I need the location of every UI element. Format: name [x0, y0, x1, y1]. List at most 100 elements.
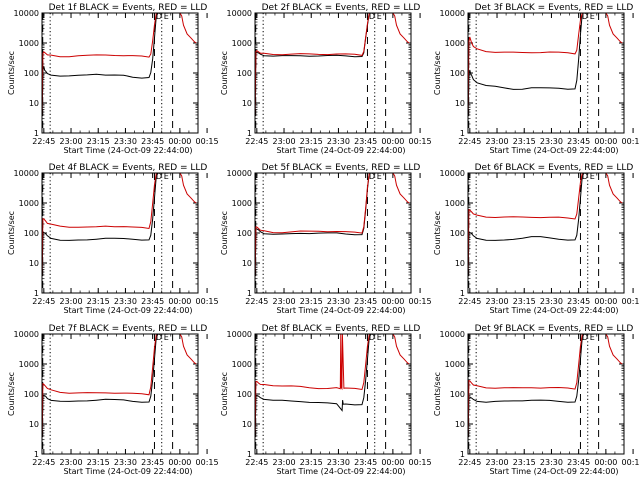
- y-tick-label: 10: [29, 420, 39, 429]
- chart-panel-6: Det 6f BLACK = Events, RED = LLD 1 10 100 10…: [433, 163, 640, 315]
- data-series-1: [42, 334, 159, 440]
- y-tick-label: 10: [242, 259, 252, 268]
- x-tick-label: 23:00: [59, 137, 82, 146]
- chart-title: Det 2f BLACK = Events, RED = LLD: [262, 3, 421, 13]
- x-tick-label: 00:00: [594, 137, 617, 146]
- data-series-3: [179, 334, 197, 365]
- x-tick-label: 22:45: [245, 137, 268, 146]
- y-axis-label: Counts/sec: [433, 51, 442, 95]
- data-series-3: [392, 334, 410, 365]
- chart-panel-1: Det 1f BLACK = Events, RED = LLD 1 10 100 10…: [7, 3, 219, 155]
- chart-title: Det 1f BLACK = Events, RED = LLD: [49, 3, 208, 13]
- y-tick-label: 1000: [19, 199, 39, 208]
- y-tick-label: 10000: [14, 9, 39, 18]
- x-axis-label: Start Time (24-Oct-09 22:44:00): [276, 146, 405, 155]
- data-series-2: [255, 334, 372, 440]
- x-tick-label: 23:45: [567, 297, 590, 306]
- x-tick-label: 23:15: [87, 137, 110, 146]
- y-tick-label: 10000: [440, 9, 465, 18]
- data-series-3: [605, 334, 623, 365]
- x-axis-label: Start Time (24-Oct-09 22:44:00): [489, 467, 618, 476]
- x-tick-label: 23:30: [114, 297, 137, 306]
- plot-frame: [467, 172, 625, 294]
- y-tick-label: 1: [247, 450, 252, 459]
- y-tick-label: 1: [460, 450, 465, 459]
- plot-frame: [254, 333, 412, 455]
- y-tick-label: 100: [24, 69, 39, 78]
- chart-title: Det 9f BLACK = Events, RED = LLD: [475, 324, 634, 334]
- y-axis-label: Counts/sec: [7, 51, 16, 95]
- data-series-3: [605, 173, 623, 204]
- data-series-3: [392, 13, 410, 44]
- x-tick-label: 00:00: [381, 458, 404, 467]
- x-tick-label: 00:15: [409, 297, 432, 306]
- plot-frame: [41, 12, 199, 134]
- marker-label-d: D: [582, 12, 588, 21]
- y-tick-label: 10: [29, 259, 39, 268]
- y-tick-label: 1000: [445, 360, 465, 369]
- y-tick-label: 1: [34, 289, 39, 298]
- x-tick-label: 00:00: [594, 458, 617, 467]
- x-axis-label: Start Time (24-Oct-09 22:44:00): [276, 306, 405, 315]
- chart-title: Det 8f BLACK = Events, RED = LLD: [262, 324, 421, 334]
- y-tick-label: 1: [460, 289, 465, 298]
- y-tick-label: 100: [237, 390, 252, 399]
- marker-label-d: D: [156, 12, 162, 21]
- x-tick-label: 00:15: [196, 297, 219, 306]
- data-series-1: [42, 173, 159, 279]
- y-tick-label: 1000: [232, 39, 252, 48]
- x-axis-label: Start Time (24-Oct-09 22:44:00): [63, 146, 192, 155]
- y-tick-label: 1: [34, 450, 39, 459]
- data-series-3: [179, 13, 197, 44]
- x-tick-label: 00:15: [196, 458, 219, 467]
- y-tick-label: 100: [24, 390, 39, 399]
- x-tick-label: 23:15: [513, 137, 536, 146]
- marker-label-d: D: [582, 172, 588, 181]
- y-tick-label: 10000: [440, 330, 465, 339]
- chart-title: Det 3f BLACK = Events, RED = LLD: [475, 3, 634, 13]
- chart-panel-5: Det 5f BLACK = Events, RED = LLD 1 10 100 10…: [220, 163, 432, 315]
- x-tick-label: 23:15: [87, 458, 110, 467]
- x-tick-label: 23:45: [567, 458, 590, 467]
- data-series-1: [42, 13, 159, 119]
- x-tick-label: 23:15: [87, 297, 110, 306]
- chart-title: Det 7f BLACK = Events, RED = LLD: [49, 324, 208, 334]
- x-tick-label: 23:45: [354, 297, 377, 306]
- x-tick-label: 00:00: [168, 297, 191, 306]
- marker-label-d: D: [156, 172, 162, 181]
- x-tick-label: 00:00: [168, 137, 191, 146]
- x-tick-label: 00:15: [622, 297, 640, 306]
- y-tick-label: 1000: [445, 199, 465, 208]
- marker-label-d: D: [156, 333, 162, 342]
- x-tick-label: 23:15: [300, 137, 323, 146]
- y-tick-label: 10000: [227, 169, 252, 178]
- data-series-3: [179, 173, 197, 204]
- x-tick-label: 00:15: [409, 458, 432, 467]
- y-tick-label: 10000: [14, 169, 39, 178]
- marker-label-d: D: [369, 333, 375, 342]
- y-tick-label: 100: [237, 229, 252, 238]
- y-axis-label: Counts/sec: [7, 372, 16, 416]
- x-tick-label: 23:00: [272, 458, 295, 467]
- plot-frame: [254, 12, 412, 134]
- y-tick-label: 1000: [232, 199, 252, 208]
- chart-panel-4: Det 4f BLACK = Events, RED = LLD 1 10 100 10…: [7, 163, 219, 315]
- y-axis-label: Counts/sec: [220, 372, 229, 416]
- x-tick-label: 00:00: [168, 458, 191, 467]
- x-tick-label: 23:45: [141, 458, 164, 467]
- plot-frame: [41, 172, 199, 294]
- y-tick-label: 100: [450, 69, 465, 78]
- y-axis-label: Counts/sec: [433, 372, 442, 416]
- data-series-2: [468, 13, 585, 119]
- x-tick-label: 23:30: [114, 458, 137, 467]
- x-tick-label: 23:15: [300, 297, 323, 306]
- y-tick-label: 1: [247, 129, 252, 138]
- x-tick-label: 23:30: [540, 297, 563, 306]
- marker-label-d: D: [369, 172, 375, 181]
- y-axis-label: Counts/sec: [433, 211, 442, 255]
- chart-panel-2: Det 2f BLACK = Events, RED = LLD 1 10 100 10…: [220, 3, 432, 155]
- y-tick-label: 10000: [227, 330, 252, 339]
- x-tick-label: 22:45: [32, 458, 55, 467]
- x-tick-label: 23:45: [567, 137, 590, 146]
